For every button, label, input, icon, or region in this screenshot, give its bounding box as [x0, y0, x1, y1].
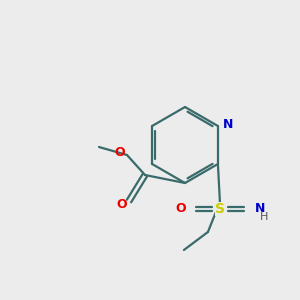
Text: O: O [176, 202, 186, 215]
Text: O: O [115, 146, 125, 158]
Text: N: N [255, 202, 265, 215]
Text: N: N [223, 118, 233, 131]
Text: O: O [117, 197, 127, 211]
Text: H: H [260, 212, 268, 222]
Text: S: S [215, 202, 225, 216]
